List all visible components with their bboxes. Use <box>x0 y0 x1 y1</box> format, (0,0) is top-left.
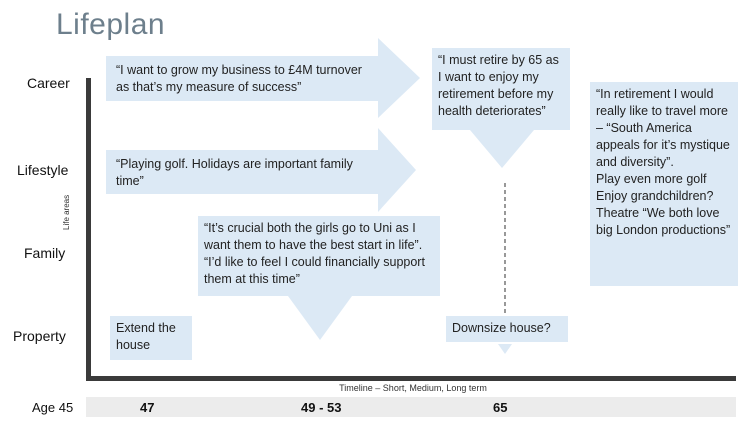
extend-house-box: Extend the house <box>110 316 192 360</box>
retirement-grandchildren-text: Enjoy grandchildren? <box>596 189 714 203</box>
page-title: Lifeplan <box>56 8 166 41</box>
retirement-travel-text: “In retirement I would really like to tr… <box>596 87 730 169</box>
timeline-bar <box>86 397 736 417</box>
retire-goal-text: “I must retire by 65 as I want to enjoy … <box>438 53 559 118</box>
retirement-plans-box: “In retirement I would really like to tr… <box>590 82 738 286</box>
retire-down-arrow <box>432 48 570 168</box>
age-label-49-53: 49 - 53 <box>301 400 342 415</box>
lifestyle-goal-text: “Playing golf. Holidays are important fa… <box>116 157 353 188</box>
x-axis-line <box>86 376 736 381</box>
downsize-down-arrow <box>498 344 512 354</box>
downsize-house-box: Downsize house? <box>446 316 568 342</box>
family-down-arrow <box>288 296 352 340</box>
y-axis-line <box>86 78 91 380</box>
age-label-47: 47 <box>140 400 155 415</box>
row-label-property: Property <box>13 328 66 344</box>
row-label-career: Career <box>27 75 70 91</box>
lifestyle-right-arrow <box>106 128 416 212</box>
y-axis-title: Life areas <box>62 194 71 230</box>
age-label-65: 65 <box>493 400 508 415</box>
row-label-family: Family <box>24 245 66 261</box>
x-axis-title: Timeline – Short, Medium, Long term <box>339 383 487 393</box>
career-goal-text: “I want to grow my business to £4M turno… <box>116 63 362 94</box>
family-goal-box: “It’s crucial both the girls go to Uni a… <box>198 216 440 296</box>
career-right-arrow <box>106 38 420 118</box>
retirement-theatre-text: Theatre “We both love big London product… <box>596 206 731 237</box>
timeline-start-label: Age 45 <box>32 400 74 415</box>
row-label-lifestyle: Lifestyle <box>17 162 69 178</box>
retirement-golf-text: Play even more golf <box>596 172 707 186</box>
